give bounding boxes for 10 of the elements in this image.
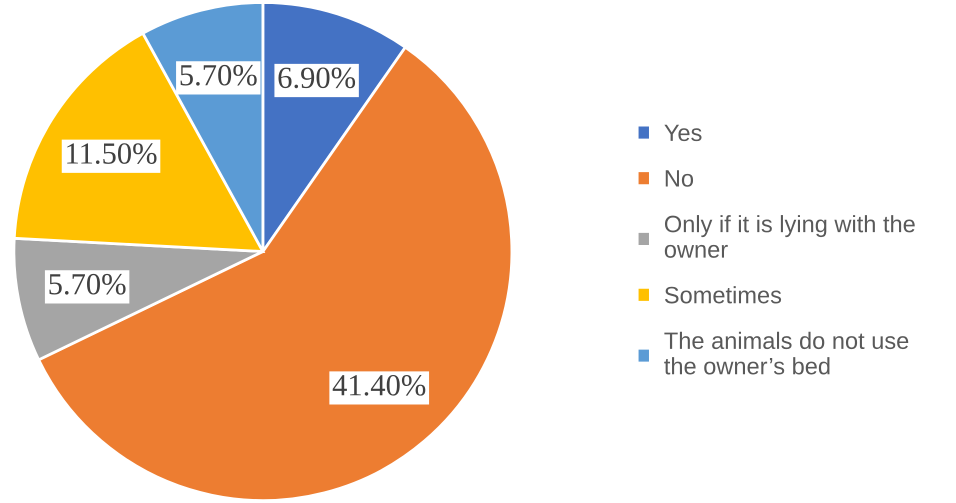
data-label: 5.70% [180, 64, 257, 86]
data-label: 11.50% [67, 143, 157, 164]
data-label: 41.40% [332, 374, 426, 396]
data-label: 6.90% [278, 67, 356, 88]
data-label: 5.70% [49, 274, 126, 295]
legend-label: The animals do not use the owner’s bed [664, 332, 908, 375]
legend-label: Only if it is lying with the owner [664, 215, 915, 258]
legend-label: Sometimes [664, 286, 782, 304]
legend-label: No [666, 170, 694, 187]
legend-label: Yes [664, 124, 702, 142]
